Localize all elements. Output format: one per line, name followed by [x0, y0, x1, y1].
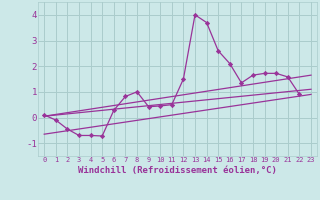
X-axis label: Windchill (Refroidissement éolien,°C): Windchill (Refroidissement éolien,°C) — [78, 166, 277, 175]
